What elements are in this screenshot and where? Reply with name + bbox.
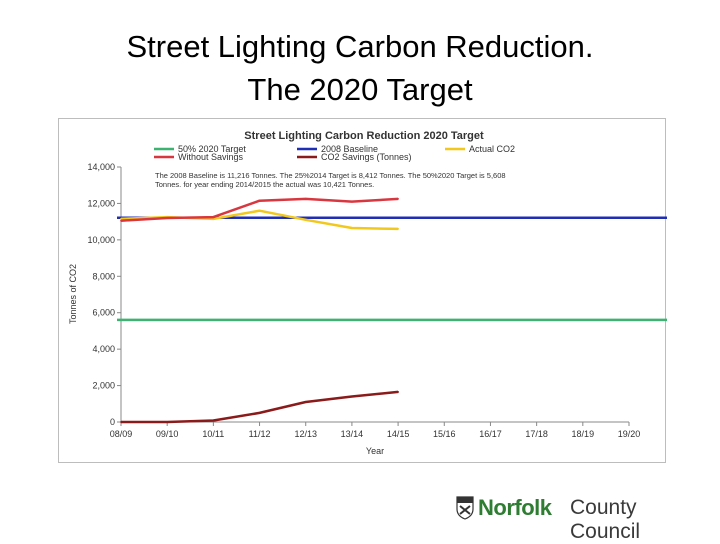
data-point-without-savings [304,197,307,200]
data-point-actual-co2 [304,218,307,221]
data-point-co2-savings-tonnes [258,411,261,414]
x-tick-label: 16/17 [479,429,502,439]
x-tick-label: 09/10 [156,429,179,439]
data-point-without-savings [258,199,261,202]
series-line-co2-savings-tonnes [121,390,399,424]
legend-label-50-2020-target: 50% 2020 Target [178,144,246,154]
data-point-actual-co2 [351,227,353,229]
y-tick-label: 14,000 [87,162,115,172]
x-tick-label: 08/09 [110,429,133,439]
data-point-without-savings [397,197,399,200]
x-axis: 08/09 09/10 10/11 11/12 12/13 13/14 14/15 15/16… [110,421,641,439]
data-point-without-savings [212,216,215,218]
series-layer [117,197,667,424]
slide-title-line-1: Street Lighting Carbon Reduction. [126,29,594,64]
x-tick-label: 15/16 [433,429,456,439]
y-tick-label: 6,000 [92,308,115,318]
y-axis: 0 2,000 4,000 6,000 8,000 10,000 12,000 14,000 [87,162,122,427]
y-tick-label: 0 [110,417,115,427]
x-tick-label: 11/12 [249,429,271,439]
data-point-actual-co2 [397,228,399,230]
data-point-without-savings [166,217,169,219]
chart-frame: Street Lighting Carbon Reduction 2020 Ta… [58,118,667,463]
norfolk-county-council-logo: Norfolk County Council [456,494,696,543]
x-tick-label: 19/20 [618,429,641,439]
data-point-co2-savings-tonnes [304,401,307,403]
data-point-co2-savings-tonnes [212,419,215,422]
data-point-actual-co2 [212,218,215,220]
slide-title-line-2: The 2020 Target [247,72,473,107]
data-point-without-savings [120,219,122,222]
crest-icon [456,496,474,520]
chart-title: Street Lighting Carbon Reduction 2020 Ta… [244,130,484,142]
x-tick-label: 10/11 [202,429,224,439]
data-point-co2-savings-tonnes [166,421,169,423]
data-point-actual-co2 [120,218,122,220]
y-tick-label: 4,000 [92,344,115,354]
legend-label-2008-baseline: 2008 Baseline [321,144,378,154]
logo-text-county-council: County Council [570,496,641,543]
legend-label-actual-co2: Actual CO2 [469,144,515,154]
y-tick-label: 10,000 [87,235,115,245]
data-point-co2-savings-tonnes [120,421,122,423]
x-tick-label: 18/19 [572,429,595,439]
chart-annotation-line-2: Tonnes. for year ending 2014/2015 the ac… [155,180,374,189]
x-axis-label: Year [366,446,384,456]
data-point-actual-co2 [258,209,261,212]
legend-label-without-savings: Without Savings [178,152,244,162]
y-tick-label: 2,000 [92,381,115,391]
y-tick-label: 12,000 [87,198,115,208]
data-point-without-savings [351,200,353,203]
x-tick-label: 12/13 [294,429,317,439]
legend-label-co2-savings-tonnes: CO2 Savings (Tonnes) [321,152,412,162]
y-axis-label: Tonnes of CO2 [68,264,78,324]
x-tick-label: 13/14 [341,429,364,439]
line-chart: Street Lighting Carbon Reduction 2020 Ta… [68,130,667,456]
chart-legend: 50% 2020 Target 2008 Baseline Actual CO2 Wi… [154,144,515,162]
logo-text-norfolk: Norfolk [478,495,552,520]
y-tick-label: 8,000 [92,271,115,281]
chart-annotation-line-1: The 2008 Baseline is 11,216 Tonnes. The … [155,171,506,180]
x-tick-label: 17/18 [525,429,548,439]
data-point-co2-savings-tonnes [351,395,353,398]
data-point-co2-savings-tonnes [397,391,399,393]
series-line-actual-co2 [120,209,399,231]
x-tick-label: 14/15 [387,429,410,439]
